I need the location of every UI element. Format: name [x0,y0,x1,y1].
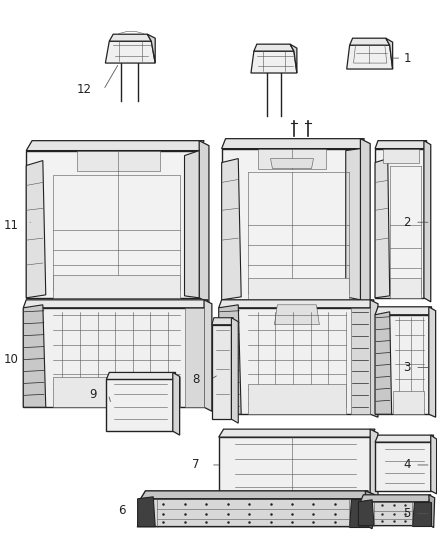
Polygon shape [222,149,360,300]
Polygon shape [219,429,375,437]
Polygon shape [53,275,180,298]
Polygon shape [26,160,46,298]
Polygon shape [212,318,233,325]
Text: 12: 12 [77,84,92,96]
Polygon shape [375,435,434,442]
Polygon shape [173,373,180,435]
Polygon shape [26,151,199,298]
Polygon shape [212,325,231,419]
Polygon shape [23,308,204,407]
Polygon shape [254,44,294,51]
Polygon shape [347,45,392,69]
Polygon shape [375,307,432,315]
Polygon shape [141,491,368,499]
Polygon shape [375,158,390,298]
Polygon shape [375,442,431,491]
Polygon shape [23,300,208,308]
Polygon shape [271,158,314,168]
Text: 1: 1 [403,52,411,64]
Polygon shape [429,307,436,417]
Polygon shape [148,34,155,63]
Polygon shape [184,151,199,298]
Polygon shape [219,300,374,308]
Polygon shape [383,149,419,163]
Text: 4: 4 [403,458,411,472]
Text: 5: 5 [403,507,411,520]
Polygon shape [231,318,238,423]
Polygon shape [184,308,204,407]
Text: 8: 8 [192,373,199,386]
Polygon shape [290,44,297,73]
Text: 11: 11 [4,219,18,232]
Polygon shape [424,141,431,302]
Polygon shape [375,315,429,414]
Text: 7: 7 [192,458,199,472]
Polygon shape [346,149,360,300]
Polygon shape [219,437,370,494]
Text: 9: 9 [89,388,96,401]
Polygon shape [138,497,155,527]
Polygon shape [412,502,431,526]
Polygon shape [365,491,375,529]
Polygon shape [360,495,431,502]
Polygon shape [351,308,370,414]
Polygon shape [222,139,364,149]
Polygon shape [248,384,346,414]
Polygon shape [386,38,392,69]
Text: 10: 10 [4,353,18,366]
Polygon shape [431,435,437,494]
Polygon shape [248,278,349,300]
Polygon shape [390,278,421,298]
Text: 6: 6 [118,504,126,517]
Polygon shape [219,305,241,414]
Polygon shape [106,379,173,431]
Polygon shape [370,429,378,497]
Polygon shape [204,300,212,411]
Polygon shape [106,41,155,63]
Polygon shape [275,305,319,325]
Polygon shape [26,141,204,151]
Polygon shape [53,377,180,407]
Polygon shape [222,158,241,300]
Polygon shape [358,500,374,526]
Polygon shape [199,141,209,303]
Polygon shape [350,38,390,45]
Polygon shape [138,499,368,527]
Polygon shape [375,312,392,414]
Polygon shape [370,300,378,417]
Polygon shape [358,502,431,526]
Text: 3: 3 [403,361,411,374]
Polygon shape [77,151,160,171]
Polygon shape [23,305,46,407]
Polygon shape [258,149,326,168]
Polygon shape [251,51,297,73]
Polygon shape [109,34,151,41]
Polygon shape [375,149,424,298]
Polygon shape [429,495,434,528]
Text: 2: 2 [403,216,411,229]
Polygon shape [375,141,427,149]
Polygon shape [360,139,370,305]
Polygon shape [106,373,176,379]
Polygon shape [392,391,424,414]
Polygon shape [349,499,368,527]
Polygon shape [219,308,370,414]
